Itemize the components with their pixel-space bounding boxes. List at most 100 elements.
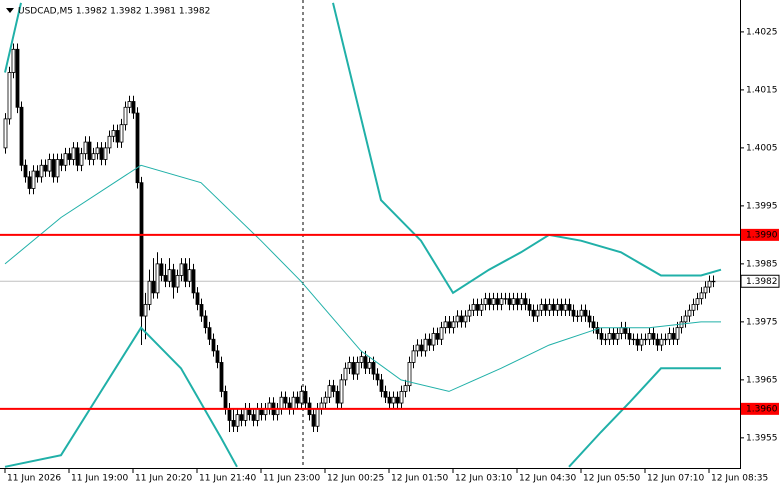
menu-icon[interactable]	[6, 8, 14, 13]
candle-body	[391, 396, 396, 404]
candle-body	[647, 333, 652, 340]
candle-body	[7, 72, 12, 120]
x-tick-label: 12 Jun 03:10	[455, 474, 512, 484]
candle-body	[143, 304, 148, 317]
candle-body	[59, 159, 64, 166]
candle-body	[443, 321, 448, 329]
candle-body	[599, 333, 604, 340]
chart-title: USDCAD,M5 1.3982 1.3982 1.3981 1.3982	[18, 7, 210, 17]
candle-body	[639, 338, 644, 346]
candle-body	[411, 350, 416, 363]
candle-body	[291, 396, 296, 410]
candle-body	[507, 298, 512, 305]
candle-body	[575, 315, 580, 317]
candle-body	[383, 391, 388, 398]
y-tick-label: 1.3965	[746, 375, 778, 385]
x-tick-label: 11 Jun 2026	[7, 474, 61, 484]
candle-body	[363, 356, 368, 369]
candle-body	[211, 338, 216, 352]
candle-body	[571, 309, 576, 317]
candle-body	[107, 135, 112, 149]
candle-body	[91, 153, 96, 160]
candle-body	[579, 309, 584, 317]
candle-body	[87, 141, 92, 160]
candle-body	[711, 280, 716, 283]
candle-body	[151, 280, 156, 294]
candle-body	[679, 321, 684, 329]
candle-body	[299, 391, 304, 404]
candle-body	[251, 414, 256, 421]
candle-body	[683, 315, 688, 323]
candle-body	[135, 112, 140, 184]
candle-body	[655, 338, 660, 346]
candle-body	[195, 292, 200, 305]
candle-body	[435, 333, 440, 340]
candle-body	[3, 118, 8, 149]
candle-body	[463, 315, 468, 323]
candle-body	[663, 338, 668, 341]
candle-body	[615, 333, 620, 340]
candle-body	[611, 333, 616, 340]
level-label-box	[741, 402, 779, 415]
candle-body	[483, 298, 488, 305]
candle-body	[99, 147, 104, 160]
candle-body	[311, 414, 316, 427]
candle-body	[635, 338, 640, 346]
candle-body	[147, 280, 152, 305]
candle-body	[659, 338, 664, 346]
candle-body	[543, 304, 548, 311]
candle-body	[127, 101, 132, 108]
candle-body	[35, 170, 40, 178]
band-line	[4, 326, 721, 468]
candle-body	[667, 333, 672, 340]
candle-body	[175, 275, 180, 288]
candle-body	[315, 408, 320, 427]
candle-body	[179, 263, 184, 276]
candle-body	[559, 304, 564, 311]
candle-body	[223, 391, 228, 410]
candle-body	[415, 344, 420, 352]
candle-body	[55, 159, 60, 178]
candle-body	[499, 298, 504, 305]
candle-body	[419, 344, 424, 352]
candle-body	[219, 362, 224, 392]
candle-body	[567, 304, 572, 311]
candle-body	[303, 391, 308, 404]
candle-body	[387, 396, 392, 404]
plot-area	[0, 2, 740, 468]
candle-body	[691, 304, 696, 311]
candle-body	[347, 362, 352, 369]
candle-body	[623, 327, 628, 334]
candle-body	[63, 153, 68, 166]
candle-body	[455, 315, 460, 323]
candle-body	[503, 298, 508, 300]
candle-body	[23, 164, 28, 178]
candle-body	[47, 159, 52, 172]
candle-body	[427, 338, 432, 346]
candle-body	[587, 315, 592, 323]
candle-body	[643, 338, 648, 341]
candle-body	[355, 362, 360, 375]
y-tick-label: 1.3985	[746, 259, 778, 269]
y-tick-label: 1.4025	[746, 27, 778, 37]
candle-body	[399, 391, 404, 404]
candle-body	[379, 379, 384, 392]
candle-body	[31, 170, 36, 189]
candle-body	[479, 304, 484, 311]
candle-body	[187, 269, 192, 282]
candle-body	[191, 269, 196, 294]
candle-body	[603, 338, 608, 341]
candle-body	[83, 141, 88, 155]
candle-body	[111, 130, 116, 137]
candle-body	[707, 280, 712, 288]
candle-body	[71, 147, 76, 160]
candle-body	[67, 153, 72, 160]
candle-body	[527, 304, 532, 311]
price-label: 1.3982	[746, 277, 778, 287]
candle-body	[495, 298, 500, 305]
candle-body	[119, 124, 124, 143]
candle-body	[475, 304, 480, 311]
band-line	[4, 164, 721, 392]
